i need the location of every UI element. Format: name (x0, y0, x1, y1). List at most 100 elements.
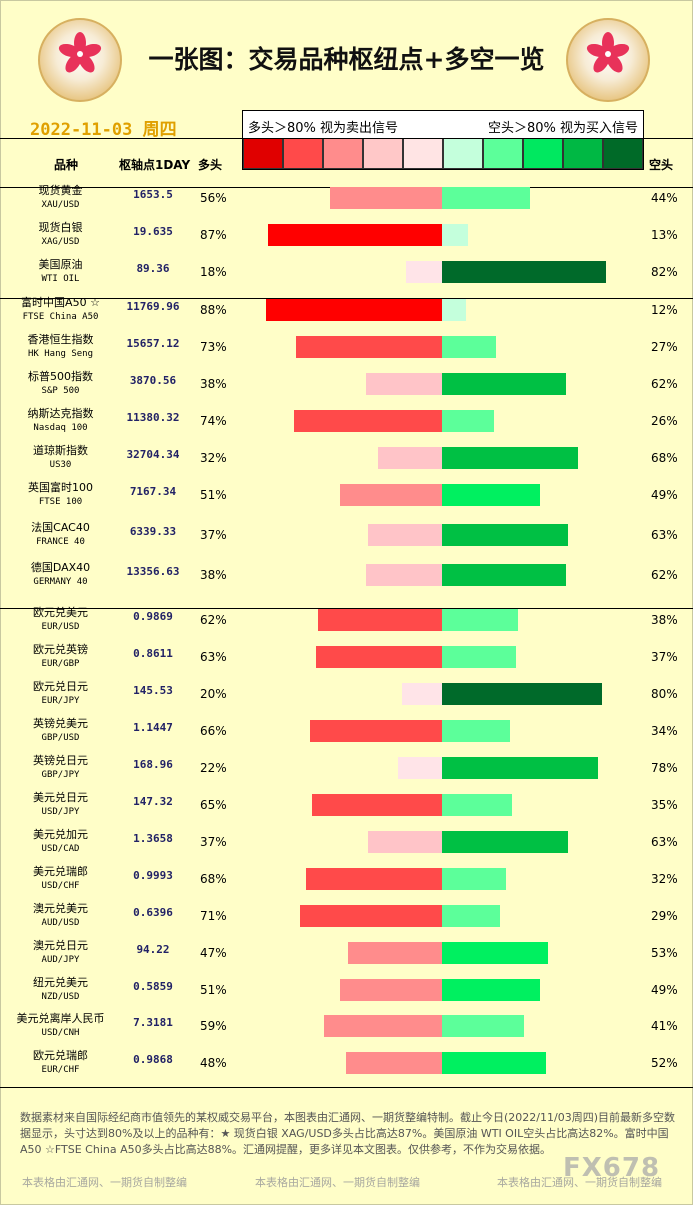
instrument-name: 纽元兑美元 NZD/USD (8, 976, 113, 1004)
instrument-cn: 美元兑瑞郎 (33, 865, 88, 878)
instrument-cn: 欧元兑英镑 (33, 643, 88, 656)
long-percent: 37% (200, 835, 227, 849)
instrument-name: 美元兑瑞郎 USD/CHF (8, 865, 113, 893)
signal-legend: 多头＞80% 视为卖出信号 空头＞80% 视为买入信号 (242, 110, 644, 170)
long-bar (296, 336, 442, 358)
instrument-code: AUD/JPY (41, 955, 80, 965)
long-bar (378, 447, 442, 469)
instrument-code: FTSE 100 (38, 497, 83, 507)
legend-swatch (283, 138, 323, 169)
watermark: FX678 (563, 1153, 661, 1183)
short-bar (442, 564, 566, 586)
short-bar (442, 373, 566, 395)
legend-swatch (363, 138, 403, 169)
pivot-value: 32704.34 (126, 448, 180, 461)
legend-swatch (483, 138, 523, 169)
instrument-cn: 澳元兑美元 (33, 902, 88, 915)
short-bar (442, 524, 568, 546)
instrument-name: 美元兑日元 USD/JPY (8, 791, 113, 819)
short-percent: 63% (651, 835, 678, 849)
divider-commodities (0, 298, 693, 299)
pivot-value: 1.1447 (133, 721, 173, 734)
short-bar (442, 447, 578, 469)
pivot-value: 11769.96 (126, 300, 180, 313)
instrument-code: USD/CNH (41, 1028, 80, 1038)
long-percent: 47% (200, 946, 227, 960)
instrument-name: 欧元兑英镑 EUR/GBP (8, 643, 113, 671)
short-bar (442, 683, 602, 705)
long-percent: 87% (200, 228, 227, 242)
long-percent: 32% (200, 451, 227, 465)
short-percent: 12% (651, 303, 678, 317)
instrument-name: 英国富时100 FTSE 100 (8, 481, 113, 509)
pivot-value: 0.8611 (133, 647, 173, 660)
credit-middle: 本表格由汇通网、一期货自制整编 (255, 1176, 420, 1189)
long-bar (346, 1052, 442, 1074)
instrument-cn: 纳斯达克指数 (27, 407, 94, 420)
instrument-code: AUD/USD (41, 918, 80, 928)
footer-note: 数据素材来自国际经纪商市值领先的某权威交易平台，本图表由汇通网、一期货整编特制。… (20, 1111, 675, 1156)
long-percent: 68% (200, 872, 227, 886)
short-bar (442, 336, 496, 358)
short-bar (442, 1052, 546, 1074)
short-bar (442, 831, 568, 853)
pivot-value: 94.22 (136, 943, 170, 956)
long-bar (316, 646, 442, 668)
header-long: 多头 (198, 158, 223, 172)
credit-right: 本表格由汇通网、一期货自制整编 (497, 1176, 662, 1189)
long-percent: 38% (200, 568, 227, 582)
pivot-value: 0.5859 (133, 980, 173, 993)
pivot-value: 0.9993 (133, 869, 173, 882)
bauhinia-flower-icon (586, 32, 630, 73)
long-bar (398, 757, 442, 779)
pivot-value: 13356.63 (126, 565, 180, 578)
long-percent: 51% (200, 983, 227, 997)
legend-buy-text: 空头＞80% 视为买入信号 (487, 121, 638, 136)
bauhinia-flower-icon (58, 32, 102, 73)
instrument-code: NZD/USD (41, 992, 80, 1002)
instrument-code: GBP/USD (41, 733, 80, 743)
short-percent: 38% (651, 613, 678, 627)
long-percent: 22% (200, 761, 227, 775)
legend-swatch (243, 138, 283, 169)
long-percent: 71% (200, 909, 227, 923)
long-percent: 65% (200, 798, 227, 812)
long-percent: 37% (200, 528, 227, 542)
short-percent: 49% (651, 983, 678, 997)
instrument-code: XAG/USD (41, 237, 80, 247)
pivot-value: 7.3181 (133, 1016, 173, 1029)
instrument-name: 纳斯达克指数 Nasdaq 100 (8, 407, 113, 435)
short-percent: 62% (651, 568, 678, 582)
short-percent: 34% (651, 724, 678, 738)
instrument-code: Nasdaq 100 (33, 423, 88, 433)
long-percent: 38% (200, 377, 227, 391)
instrument-code: USD/JPY (41, 807, 80, 817)
page-title: 一张图：交易品种枢纽点+多空一览 (148, 45, 545, 74)
instrument-cn: 标普500指数 (28, 370, 93, 383)
short-percent: 52% (651, 1056, 678, 1070)
instrument-code: EUR/CHF (41, 1065, 80, 1075)
long-bar (330, 187, 442, 209)
pivot-value: 0.6396 (133, 906, 173, 919)
instrument-cn: 纽元兑美元 (33, 976, 88, 989)
pivot-value: 7167.34 (129, 485, 177, 498)
brand-logo-right (566, 18, 650, 102)
short-bar (442, 187, 530, 209)
long-bar (366, 564, 442, 586)
header-name: 品种 (54, 158, 79, 172)
instrument-code: GERMANY 40 (33, 577, 88, 587)
pivot-value: 11380.32 (126, 411, 180, 424)
instrument-cn: 富时中国A50 ☆ (21, 296, 100, 309)
long-bar (366, 373, 442, 395)
instrument-cn: 英镑兑美元 (33, 717, 88, 730)
instrument-code: S&P 500 (41, 386, 80, 396)
short-percent: 44% (651, 191, 678, 205)
instrument-code: EUR/USD (41, 622, 80, 632)
instrument-cn: 香港恒生指数 (27, 333, 94, 346)
short-percent: 13% (651, 228, 678, 242)
short-bar (442, 224, 468, 246)
pivot-value: 89.36 (136, 262, 170, 275)
short-bar (442, 905, 500, 927)
instrument-name: 欧元兑日元 EUR/JPY (8, 680, 113, 708)
header-short: 空头 (649, 158, 674, 172)
